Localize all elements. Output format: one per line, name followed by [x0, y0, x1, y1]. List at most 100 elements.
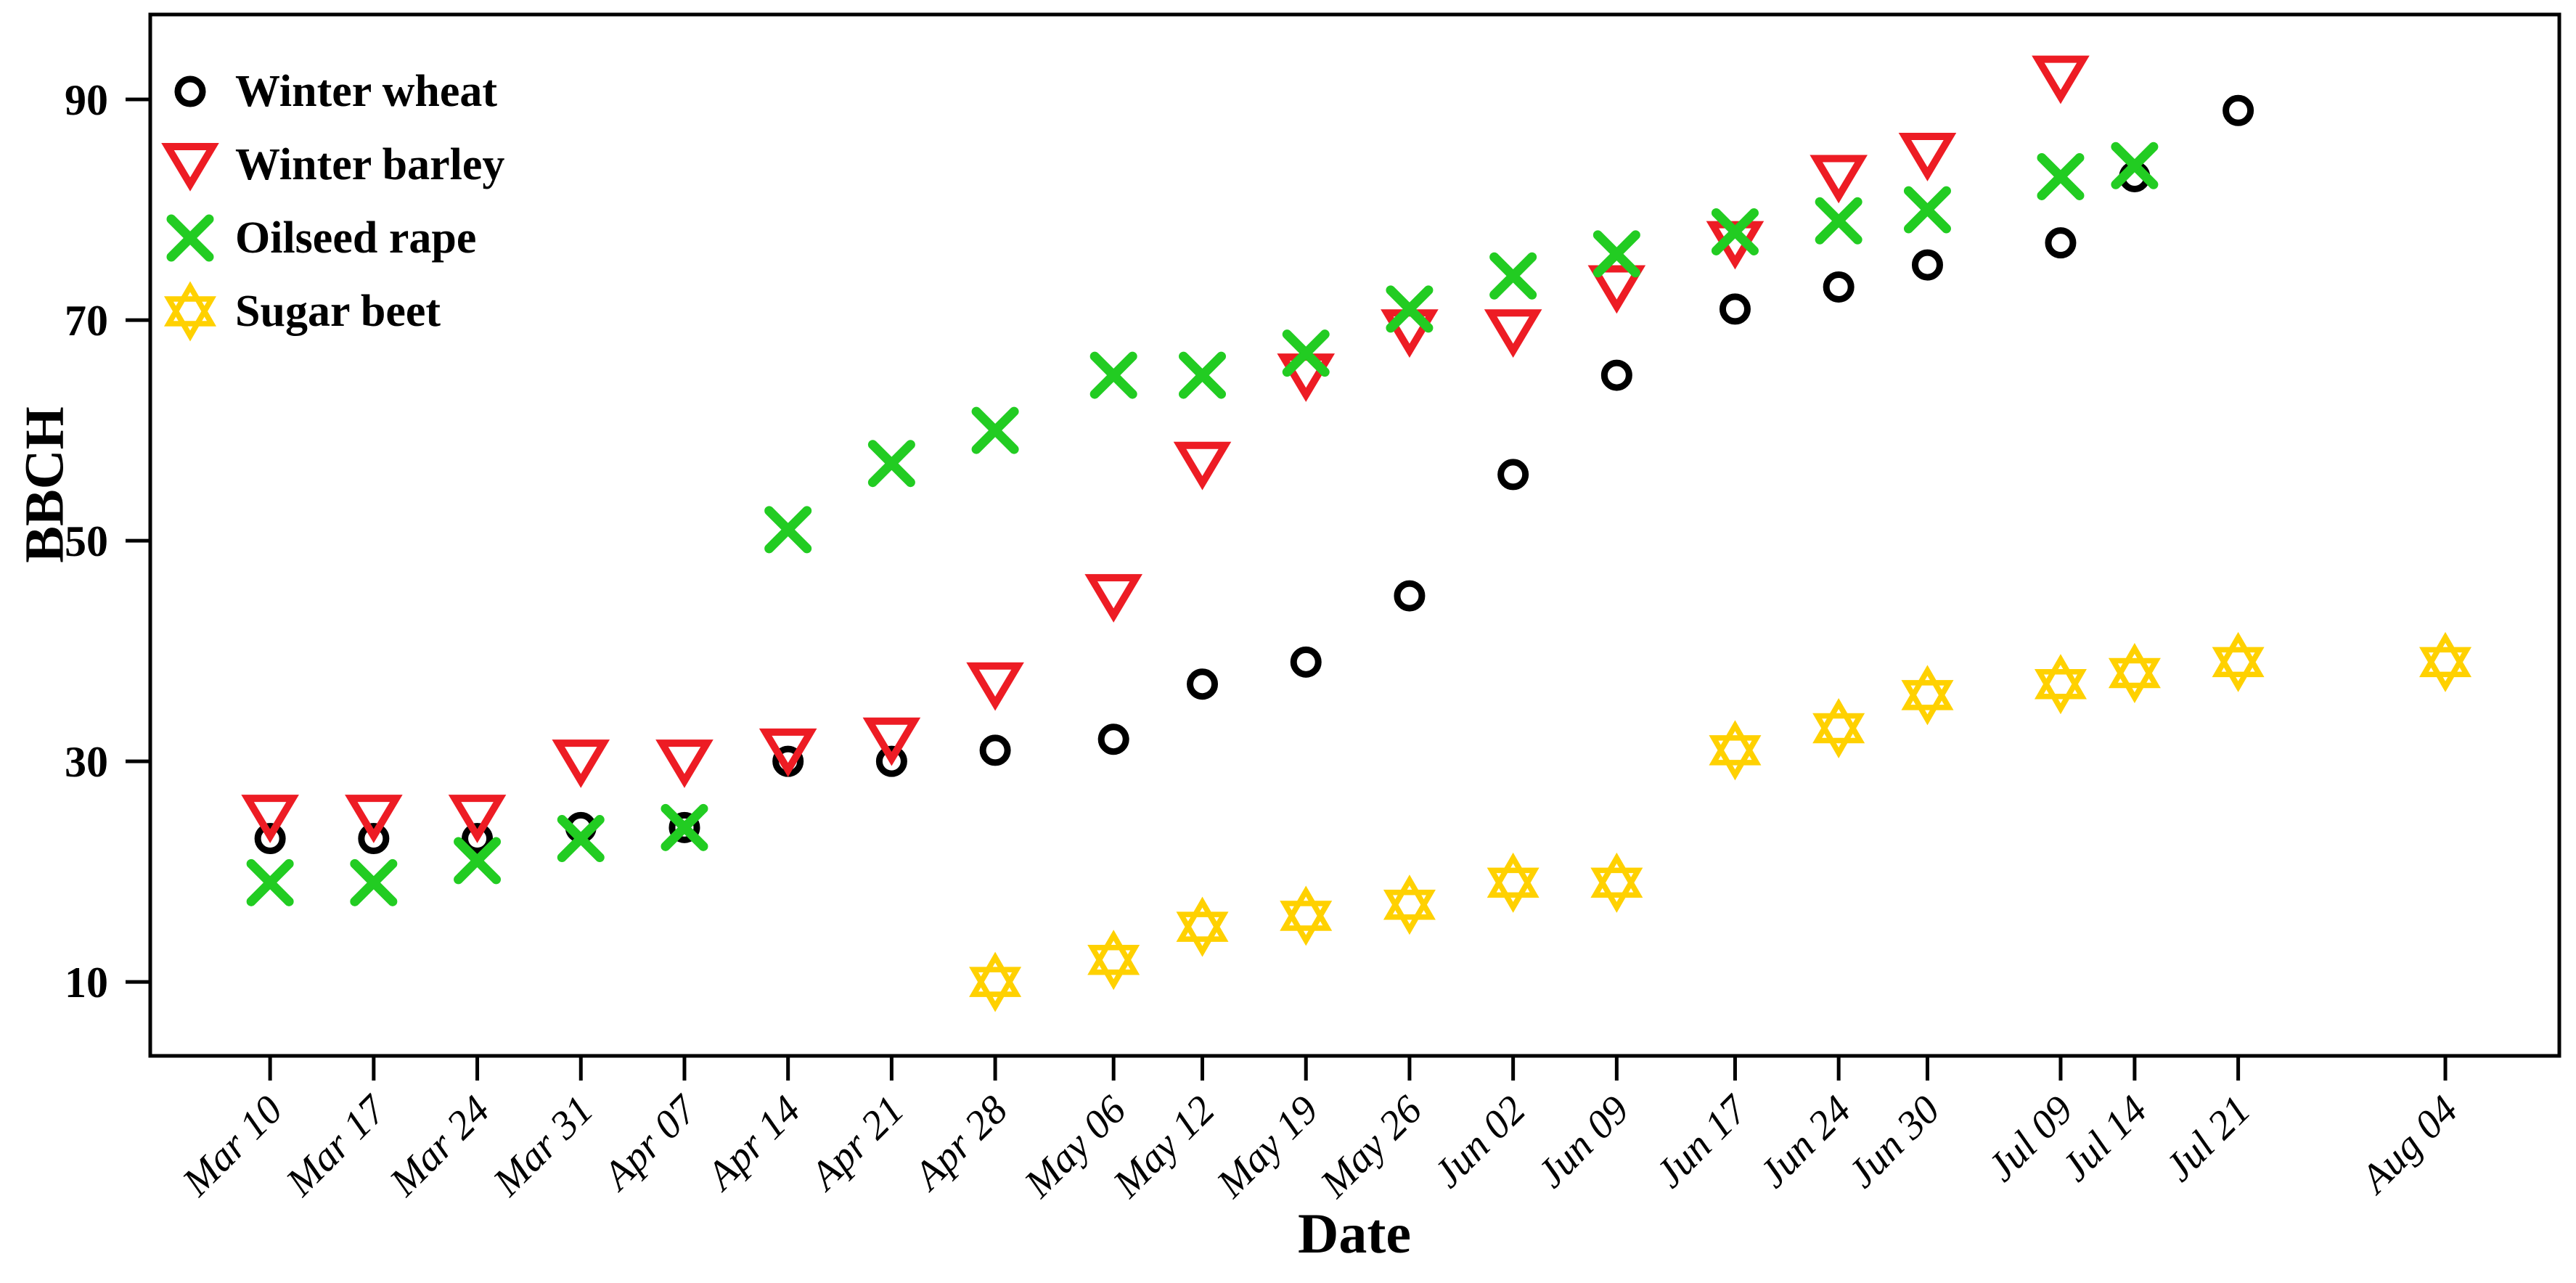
legend-item-sugar-beet: Sugar beet	[157, 275, 504, 348]
data-point-marker	[1903, 186, 1951, 234]
circle-glyph	[462, 823, 494, 855]
hexagram-glyph	[1383, 874, 1436, 920]
hexagram-glyph	[2419, 631, 2472, 678]
x-glyph	[350, 858, 398, 906]
triangle-glyph	[1084, 574, 1142, 623]
triangle-glyph	[2032, 55, 2090, 104]
triangle-glyph	[345, 795, 403, 843]
data-point-marker	[2034, 654, 2087, 715]
x-glyph	[867, 440, 915, 488]
y-tick-label: 90	[65, 76, 108, 124]
data-point-marker	[1810, 155, 1868, 204]
triangle-glyph	[1173, 441, 1232, 491]
legend-label: Winter barley	[235, 140, 505, 189]
hexagram-glyph	[1087, 945, 1140, 991]
data-point-marker	[862, 717, 921, 766]
triangle-glyph	[448, 795, 507, 843]
hexagram-glyph	[2212, 631, 2265, 678]
data-point-marker	[2419, 631, 2472, 692]
circle-glyph	[1719, 293, 1751, 325]
x-glyph	[166, 214, 214, 262]
data-point-marker	[350, 858, 398, 906]
triangle-glyph	[552, 739, 610, 788]
data-point-marker	[1089, 351, 1137, 399]
data-point-marker	[1282, 329, 1330, 377]
hexagram-glyph	[1901, 680, 1954, 726]
data-point-marker	[1587, 265, 1646, 314]
x-tick-label: Jun 17	[1647, 1086, 1757, 1197]
data-point-marker	[2212, 631, 2265, 692]
x-tick-label: Jun 02	[1425, 1087, 1534, 1197]
circle-glyph	[358, 823, 390, 855]
hexagram-glyph	[1487, 852, 1540, 898]
x-glyph	[557, 815, 605, 863]
x-glyph	[764, 506, 812, 554]
data-point-marker	[1179, 351, 1227, 399]
hexagram-glyph	[1590, 852, 1643, 898]
circle-glyph	[979, 734, 1011, 766]
hexagram-glyph	[1901, 665, 1954, 710]
circle-glyph	[174, 75, 206, 107]
x-tick-label: Apr 28	[904, 1087, 1017, 1200]
data-point-marker	[1711, 208, 1759, 255]
x-tick-label: Mar 24	[380, 1087, 498, 1205]
data-point-marker	[1898, 133, 1957, 181]
series-oilseed-rape	[246, 142, 2159, 906]
circle-glyph	[1600, 359, 1632, 391]
data-point-marker	[2108, 643, 2161, 704]
winter-wheat-marker-icon	[174, 75, 206, 107]
data-point-marker	[2223, 94, 2254, 126]
x-glyph	[971, 406, 1019, 454]
x-glyph	[1089, 351, 1137, 399]
x-axis-title: Date	[1298, 1202, 1411, 1265]
hexagram-glyph	[1812, 713, 1865, 759]
y-tick-label: 10	[65, 959, 108, 1007]
triangle-glyph	[759, 728, 817, 777]
circle-glyph	[1911, 249, 1943, 281]
data-point-marker	[448, 795, 507, 843]
data-point-marker	[979, 734, 1011, 766]
data-point-marker	[1823, 271, 1855, 303]
y-tick-label: 70	[65, 297, 108, 345]
data-point-marker	[867, 440, 915, 488]
data-point-marker	[966, 662, 1024, 711]
legend-label: Winter wheat	[235, 67, 498, 116]
data-point-marker	[1590, 852, 1643, 913]
hexagram-glyph	[163, 281, 217, 327]
hexagram-glyph	[2034, 654, 2087, 700]
x-glyph	[2111, 142, 2159, 189]
x-glyph	[1592, 230, 1640, 278]
data-point-marker	[1187, 668, 1219, 700]
hexagram-glyph	[1280, 885, 1333, 931]
data-point-marker	[1815, 197, 1863, 245]
triangle-glyph	[966, 662, 1024, 711]
hexagram-glyph	[1709, 735, 1762, 781]
data-point-marker	[1901, 665, 1954, 726]
circle-glyph	[2223, 94, 2254, 126]
data-point-marker	[1484, 309, 1542, 358]
x-tick-label: Jun 30	[1839, 1087, 1949, 1197]
data-point-marker	[2032, 55, 2090, 104]
data-point-marker	[1394, 580, 1426, 612]
triangle-glyph	[1484, 309, 1542, 358]
x-tick-label: Apr 14	[696, 1087, 809, 1200]
data-point-marker	[1084, 574, 1142, 623]
x-tick-label: Jul 21	[2156, 1087, 2260, 1190]
data-point-marker	[2111, 142, 2159, 189]
data-point-marker	[254, 823, 286, 855]
circle-glyph	[875, 745, 907, 777]
data-point-marker	[1173, 441, 1232, 491]
data-point-marker	[552, 739, 610, 788]
series-winter-wheat	[254, 94, 2254, 855]
x-tick-label: Aug 04	[2350, 1087, 2466, 1203]
data-point-marker	[161, 143, 219, 192]
circle-glyph	[1497, 459, 1529, 491]
triangle-glyph	[1587, 265, 1646, 314]
x-tick-label: May 12	[1104, 1087, 1223, 1206]
data-point-marker	[2045, 227, 2077, 259]
hexagram-glyph	[1176, 911, 1229, 957]
data-point-marker	[969, 951, 1022, 1012]
x-glyph	[1815, 197, 1863, 245]
data-point-marker	[1097, 724, 1129, 755]
